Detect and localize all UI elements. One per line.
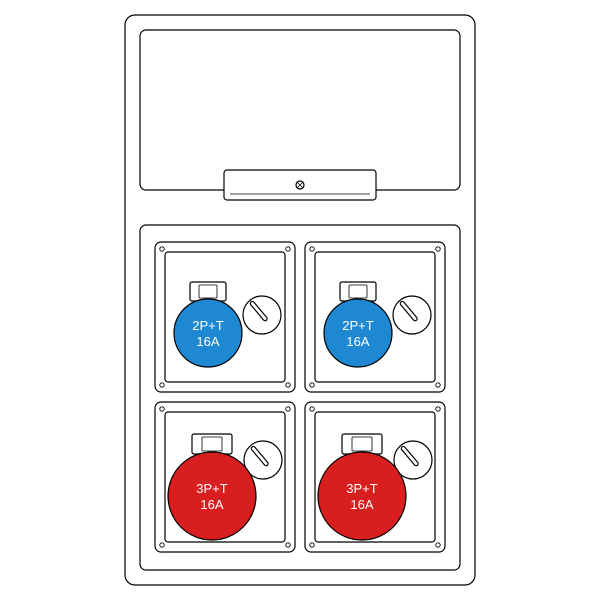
plug-face: [318, 452, 406, 540]
rotary-switch: [393, 296, 431, 334]
mount-screw: [286, 383, 290, 387]
mount-screw: [160, 407, 164, 411]
mount-screw: [286, 407, 290, 411]
plug-face: [168, 452, 256, 540]
mount-screw: [160, 383, 164, 387]
plug-label-line1: 2P+T: [192, 318, 223, 333]
mount-screw: [436, 407, 440, 411]
plug-label-line2: 16A: [350, 497, 373, 512]
plug-label-line1: 3P+T: [346, 481, 377, 496]
top-panel: [140, 30, 460, 190]
plug-label-line2: 16A: [196, 334, 219, 349]
mount-screw: [310, 407, 314, 411]
plug-label-line2: 16A: [200, 497, 223, 512]
socket-tl: 2P+T16A: [155, 242, 295, 392]
mount-screw: [436, 543, 440, 547]
mount-screw: [436, 247, 440, 251]
mount-screw: [310, 383, 314, 387]
plug-face: [324, 299, 392, 367]
mount-screw: [286, 247, 290, 251]
mount-screw: [436, 383, 440, 387]
mount-screw: [286, 543, 290, 547]
socket-br: 3P+T16A: [305, 402, 445, 552]
mount-screw: [310, 247, 314, 251]
plug-label-line2: 16A: [346, 334, 369, 349]
socket-tr: 2P+T16A: [305, 242, 445, 392]
mount-screw: [160, 543, 164, 547]
rotary-switch: [243, 296, 281, 334]
mount-screw: [160, 247, 164, 251]
plug-label-line1: 2P+T: [342, 318, 373, 333]
plug-face: [174, 299, 242, 367]
plug-label-line1: 3P+T: [196, 481, 227, 496]
mount-screw: [310, 543, 314, 547]
socket-bl: 3P+T16A: [155, 402, 295, 552]
